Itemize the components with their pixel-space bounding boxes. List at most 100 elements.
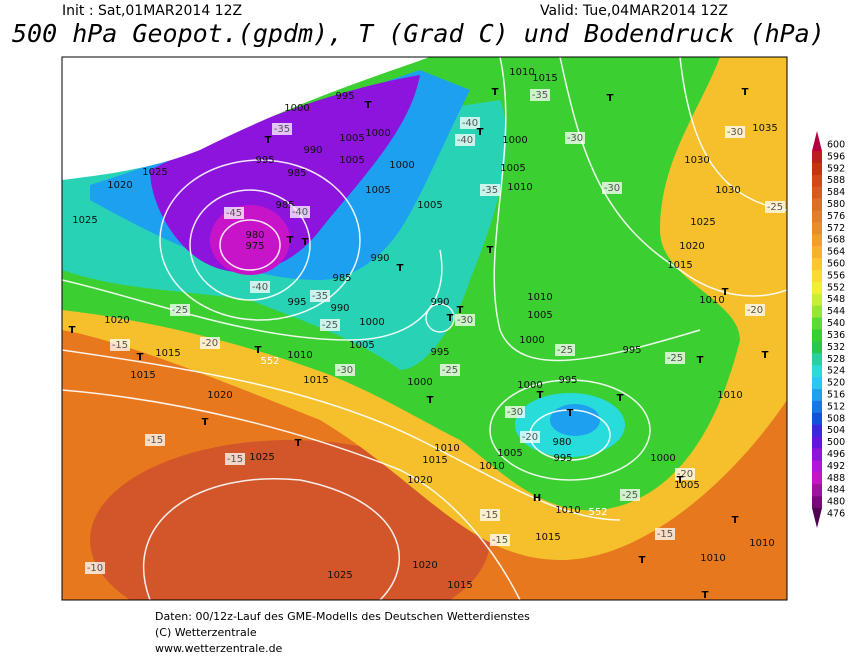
- isotherm-label-box: [505, 406, 525, 418]
- colorbar-label: 496: [827, 449, 845, 460]
- colorbar-label: 500: [827, 437, 845, 448]
- colorbar-label: 476: [827, 509, 845, 520]
- isobar-label: 990: [370, 253, 389, 264]
- isotherm-label-box: [620, 489, 640, 501]
- isobar-label: 1005: [500, 163, 525, 174]
- isobar-label: 1015: [667, 260, 692, 271]
- isobar-label: 990: [430, 297, 449, 308]
- isobar-label: 1020: [412, 560, 437, 571]
- isotherm-label-box: [200, 337, 220, 349]
- colorbar-segment: [812, 400, 822, 414]
- pressure-center: T: [617, 393, 624, 404]
- colorbar-segment: [812, 341, 822, 354]
- footer-source: Daten: 00/12z-Lauf des GME-Modells des D…: [155, 610, 530, 623]
- pressure-center: T: [567, 408, 574, 419]
- isobar-label: 975: [245, 241, 264, 252]
- colorbar-label: 512: [827, 401, 845, 412]
- colorbar-segment: [812, 281, 822, 295]
- isotherm-label-box: [565, 132, 585, 144]
- isotherm-label-box: [110, 339, 130, 351]
- isotherm-label-box: [85, 562, 105, 574]
- colorbar-segment: [812, 150, 822, 164]
- isotherm-label-box: [272, 123, 292, 135]
- pressure-center: T: [762, 350, 769, 361]
- pressure-center: T: [742, 87, 749, 98]
- isobar-label: 1000: [284, 103, 309, 114]
- colorbar-label: 560: [827, 259, 845, 270]
- map-title: 500 hPa Geopot.(gpdm), T (Grad C) und Bo…: [12, 19, 825, 48]
- colorbar-segment: [812, 317, 822, 330]
- warm-core: [90, 440, 490, 600]
- isobar-label: 995: [558, 375, 577, 386]
- isotherm-label: -25: [667, 353, 683, 364]
- pressure-center: T: [492, 87, 499, 98]
- pressure-center: T: [302, 237, 309, 248]
- isobar-label: 1025: [690, 217, 715, 228]
- colorbar-segment: [812, 448, 822, 461]
- isotherm-label-box: [555, 344, 575, 356]
- pressure-center: T: [202, 417, 209, 428]
- isotherm-label-box: [170, 304, 190, 316]
- colorbar-segment: [812, 377, 822, 390]
- pressure-center: T: [427, 395, 434, 406]
- isobar-label: 1010: [700, 553, 725, 564]
- colorbar-label: 520: [827, 378, 845, 389]
- isotherm-label-box: [765, 201, 785, 213]
- isotherm-label: -15: [147, 435, 163, 446]
- isobar-label: 1010: [699, 295, 724, 306]
- colorbar-segment: [812, 460, 822, 473]
- isobar-label: 1005: [339, 155, 364, 166]
- isotherm-label-box: [520, 431, 540, 443]
- isotherm-label-box: [290, 206, 310, 218]
- colorbar-segment: [812, 424, 822, 437]
- isotherm-label: -40: [292, 207, 308, 218]
- colorbar-label: 596: [827, 151, 845, 162]
- isobar-label: 1030: [684, 155, 709, 166]
- isotherm-label: -25: [557, 345, 573, 356]
- isobar-label: 1015: [447, 580, 472, 591]
- isotherm-label: -30: [457, 315, 473, 326]
- footer-copyright: (C) Wetterzentrale: [155, 626, 257, 639]
- isobar-label: 1010: [509, 67, 534, 78]
- colorbar-label: 508: [827, 413, 845, 424]
- cold-core: [210, 205, 290, 275]
- isotherm-label-box: [725, 126, 745, 138]
- height-label: 552: [588, 507, 607, 518]
- valid-time: Valid: Tue,04MAR2014 12Z: [540, 3, 728, 19]
- isotherm-label: -15: [112, 340, 128, 351]
- isobar-label: 1015: [422, 455, 447, 466]
- isotherm-label: -20: [677, 469, 693, 480]
- isobar-label: 1015: [303, 375, 328, 386]
- colorbar-segment: [812, 365, 822, 378]
- colorbar-cap: [812, 508, 822, 528]
- colorbar-label: 492: [827, 461, 845, 472]
- isobar-label: 1010: [527, 292, 552, 303]
- isobar-label: 1005: [497, 448, 522, 459]
- pressure-center: T: [697, 355, 704, 366]
- isobar-label: 980: [245, 230, 264, 241]
- isotherm-label: -15: [227, 454, 243, 465]
- isobar-label: 990: [330, 303, 349, 314]
- colorbar-segment: [812, 496, 822, 509]
- isobar-label: 1000: [389, 160, 414, 171]
- pressure-center: H: [533, 493, 541, 504]
- isobar-label: 1020: [679, 241, 704, 252]
- pressure-center: T: [607, 93, 614, 104]
- colorbar-label: 504: [827, 425, 845, 436]
- isobar-label: 985: [332, 273, 351, 284]
- colorbar-label: 552: [827, 282, 845, 293]
- isotherm-label: -25: [322, 320, 338, 331]
- isotherm-label: -35: [482, 185, 498, 196]
- isobar-label: 1015: [155, 348, 180, 359]
- isotherm-label: -40: [252, 282, 268, 293]
- isotherm-label-box: [745, 304, 765, 316]
- colorbar-label: 516: [827, 389, 845, 400]
- colorbar-label: 592: [827, 163, 845, 174]
- isobar-label: 995: [287, 297, 306, 308]
- isobar-label: 1020: [104, 315, 129, 326]
- isobar-label: 995: [622, 345, 641, 356]
- map-frame: [61, 56, 788, 601]
- isobar-label: 1025: [327, 570, 352, 581]
- isobar-label: 995: [255, 155, 274, 166]
